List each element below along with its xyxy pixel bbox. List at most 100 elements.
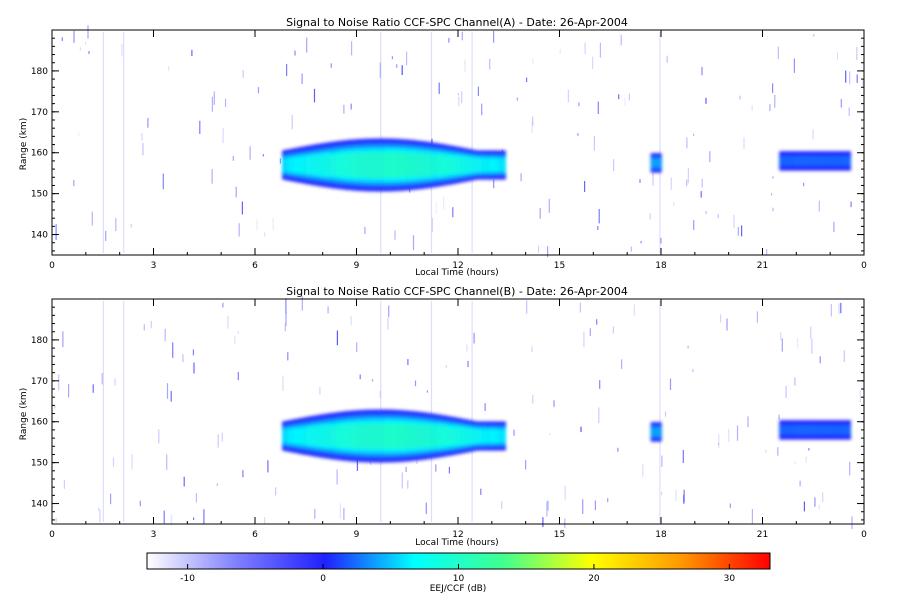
echo-cell xyxy=(652,158,654,168)
noise-mark xyxy=(805,456,807,463)
echo-cell xyxy=(831,156,833,166)
echo-cell xyxy=(317,155,319,175)
echo-cell xyxy=(440,426,442,446)
echo-cell xyxy=(356,153,359,177)
echo-cell xyxy=(652,427,654,437)
echo-cell xyxy=(414,154,416,176)
echo-cell xyxy=(287,158,290,172)
echo-cell xyxy=(292,428,294,444)
echo-cell xyxy=(405,153,407,177)
noise-mark xyxy=(717,214,719,219)
echo-cell xyxy=(387,424,389,448)
colorbar-tick-label: 10 xyxy=(453,574,465,584)
noise-mark xyxy=(599,380,601,389)
echo-cell xyxy=(805,156,808,166)
noise-mark xyxy=(162,173,164,190)
echo-cell xyxy=(795,425,797,435)
echo-cell xyxy=(838,425,840,435)
noise-mark xyxy=(617,447,619,452)
echo-cell xyxy=(835,425,838,435)
echo-cell xyxy=(800,156,803,166)
noise-mark xyxy=(199,120,201,134)
noise-mark xyxy=(584,181,586,192)
echo-cell xyxy=(331,425,334,447)
noise-mark xyxy=(547,246,549,258)
echo-cell xyxy=(313,155,316,174)
noise-mark xyxy=(147,118,149,128)
echo-cell xyxy=(826,156,829,166)
echo-cell xyxy=(379,424,381,448)
noise-mark xyxy=(163,510,165,524)
echo-cell xyxy=(798,425,801,435)
echo-cell xyxy=(459,428,461,444)
echo-cell xyxy=(417,425,420,447)
echo-cell xyxy=(324,155,327,175)
echo-cell xyxy=(787,425,789,435)
echo-cell xyxy=(306,156,309,174)
noise-mark xyxy=(445,365,447,368)
echo-cell xyxy=(349,153,352,177)
echo-cell xyxy=(461,157,464,173)
echo-cell xyxy=(460,428,462,444)
echo-cell xyxy=(440,155,442,175)
noise-mark xyxy=(700,191,702,198)
echo-cell xyxy=(842,156,845,166)
noise-mark xyxy=(343,104,345,114)
echo-cell xyxy=(425,154,427,176)
echo-cell xyxy=(797,425,800,435)
echo-cell xyxy=(839,425,841,435)
echo-cell xyxy=(454,427,457,445)
echo-cell xyxy=(782,425,785,435)
noise-mark xyxy=(531,346,533,353)
noise-mark xyxy=(191,49,193,56)
noise-mark xyxy=(217,434,219,448)
echo-cell xyxy=(802,425,804,435)
noise-mark xyxy=(516,97,518,101)
echo-cell xyxy=(482,429,485,443)
interference-spike xyxy=(102,32,104,253)
echo-cell xyxy=(432,426,434,446)
echo-cell xyxy=(839,156,841,166)
echo-cell xyxy=(502,158,504,172)
noise-mark xyxy=(457,93,459,96)
noise-mark xyxy=(461,91,463,104)
echo-cell xyxy=(781,156,784,166)
echo-cell xyxy=(330,425,333,447)
noise-mark xyxy=(785,385,787,398)
echo-cell xyxy=(429,426,432,447)
echo-cell xyxy=(841,425,844,435)
noise-mark xyxy=(598,407,600,424)
noise-mark xyxy=(751,509,753,524)
echo-cell xyxy=(821,425,823,435)
noise-mark xyxy=(843,350,845,363)
echo-cell xyxy=(324,426,327,446)
noise-mark xyxy=(532,395,534,404)
echo-cell xyxy=(337,154,339,176)
noise-mark xyxy=(131,454,133,470)
echo-cell xyxy=(830,156,832,166)
echo-cell xyxy=(836,156,839,166)
plot-area xyxy=(52,299,864,524)
x-tick-label: 12 xyxy=(452,530,463,540)
echo-cell xyxy=(319,426,321,446)
noise-mark xyxy=(388,305,390,318)
echo-cell xyxy=(428,154,431,176)
echo-cell xyxy=(329,425,332,447)
echo-cell xyxy=(805,425,808,435)
echo-cell xyxy=(499,158,502,172)
noise-mark xyxy=(743,137,745,149)
echo-cell xyxy=(486,158,488,172)
echo-cell xyxy=(785,425,787,435)
interference-spike xyxy=(102,301,104,522)
noise-mark xyxy=(546,501,548,517)
echo-cell xyxy=(494,429,496,443)
noise-mark xyxy=(639,179,641,183)
echo-cell xyxy=(458,157,460,173)
echo-cell xyxy=(795,156,797,166)
noise-mark xyxy=(343,507,345,521)
echo-cell xyxy=(376,153,379,177)
noise-mark xyxy=(143,324,145,331)
echo-cell xyxy=(310,427,312,445)
echo-cell xyxy=(335,154,337,176)
echo-cell xyxy=(363,424,365,448)
